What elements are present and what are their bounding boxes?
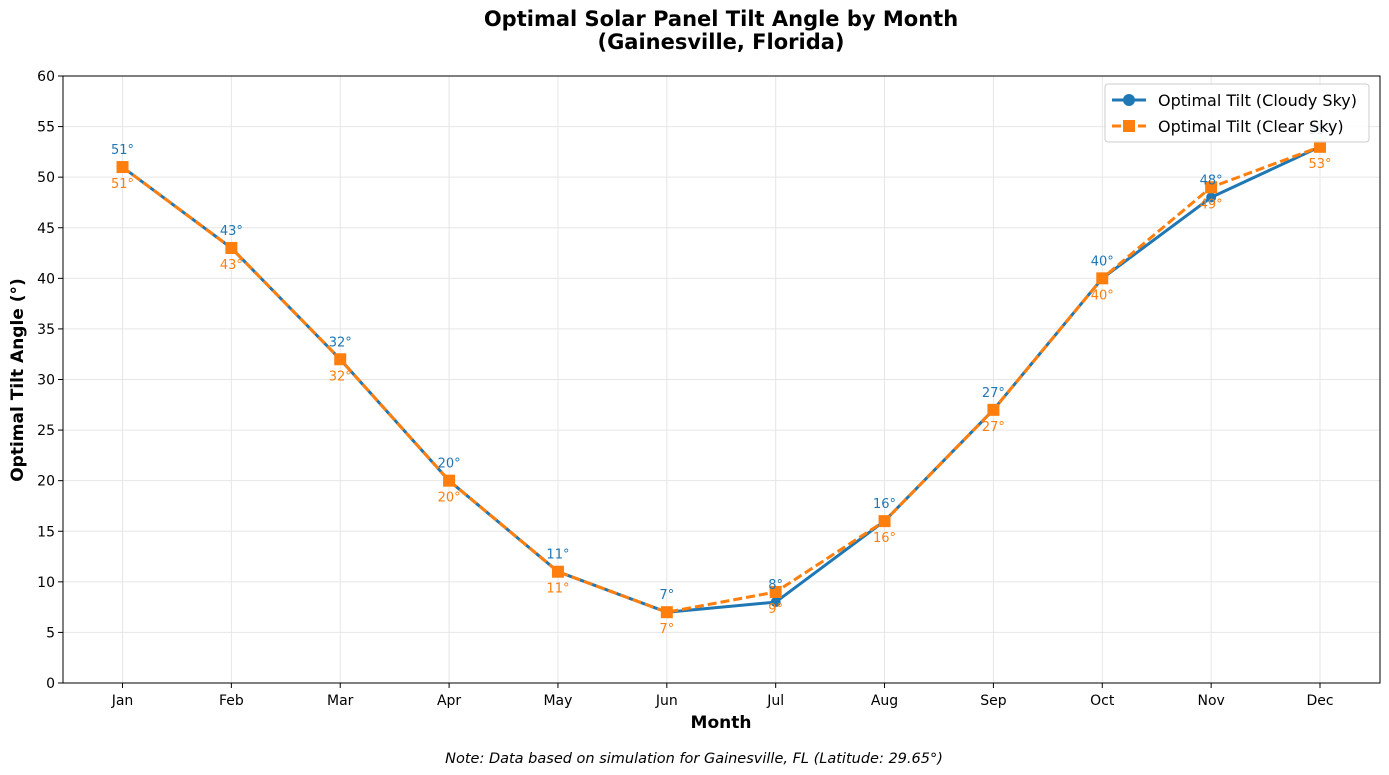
data-label-cloudy: 48° [1200,173,1223,188]
data-label-cloudy: 27° [982,386,1005,401]
data-point-clear [1314,140,1326,153]
data-label-clear: 9° [768,602,783,617]
y-tick-label: 15 [37,524,55,540]
chart-title-line1: Optimal Solar Panel Tilt Angle by Month [484,7,958,31]
x-tick-label: Jul [766,693,784,709]
y-tick-label: 20 [37,474,55,490]
x-tick-label: Sep [980,693,1007,709]
footnote: Note: Data based on simulation for Gaine… [445,751,943,767]
data-point-clear [1205,181,1218,194]
plot-frame [62,75,1381,684]
data-label-clear: 11° [546,582,569,597]
x-tick-label: Jan [111,693,134,709]
x-axis-ticks: Jan Feb Mar Apr May Jun Jul Aug Sep Oct Nov Dec [111,683,1334,709]
data-label-cloudy: 51° [111,143,134,158]
x-tick-label: Aug [871,693,898,709]
y-tick-label: 40 [37,271,55,287]
y-tick-label: 55 [37,120,55,136]
y-tick-label: 45 [37,221,55,237]
data-label-cloudy: 16° [873,497,896,512]
y-axis-label: Optimal Tilt Angle (°) [8,278,28,482]
data-point-cloudy [1206,192,1217,203]
x-axis-label: Month [691,713,752,733]
data-point-clear [769,585,782,598]
data-point-cloudy [770,597,781,608]
data-label-clear: 7° [659,622,674,637]
data-label-cloudy: 32° [329,335,352,350]
data-label-clear: 49° [1200,197,1223,212]
data-label-clear: 53° [1308,157,1331,172]
data-label-cloudy: 8° [768,578,783,593]
y-tick-label: 25 [37,423,55,439]
y-tick-label: 50 [37,170,55,186]
chart-title-line2: (Gainesville, Florida) [597,30,844,54]
y-axis-ticks: 0 5 10 15 20 25 30 35 40 45 50 55 60 [37,69,63,692]
legend-clear-marker [1123,120,1135,132]
x-tick-label: May [543,693,572,709]
data-point-clear [116,161,129,174]
y-tick-label: 60 [37,69,55,85]
data-label-clear: 27° [982,420,1005,435]
y-tick-label: 10 [37,575,55,591]
data-label-clear: 43° [220,258,243,273]
legend-clear-label: Optimal Tilt (Clear Sky) [1158,117,1344,136]
y-tick-label: 30 [37,373,55,389]
y-tick-label: 35 [37,322,55,338]
x-tick-label: Nov [1197,693,1224,709]
legend-box [1104,83,1370,143]
legend-cloudy-label: Optimal Tilt (Cloudy Sky) [1158,91,1357,110]
series-lines [116,140,1326,619]
x-tick-label: Feb [219,693,244,709]
data-label-cloudy: 40° [1091,254,1114,269]
data-label-clear: 40° [1091,288,1114,303]
data-point-clear [878,515,891,528]
y-tick-label: 5 [46,625,55,641]
x-tick-label: Dec [1306,693,1333,709]
data-label-cloudy: 7° [659,588,674,603]
data-label-cloudy: 11° [546,548,569,563]
data-label-clear: 32° [329,369,352,384]
legend: Optimal Tilt (Cloudy Sky) Optimal Tilt (… [1104,83,1370,143]
data-label-clear: 51° [111,177,134,192]
data-label-cloudy: 20° [438,457,461,472]
x-tick-label: Apr [437,693,461,709]
x-tick-label: Oct [1090,693,1115,709]
data-point-clear [334,353,347,366]
data-label-cloudy: 43° [220,224,243,239]
x-tick-label: Jun [655,693,678,709]
data-point-clear [660,606,673,619]
series-line-clear [121,145,1321,614]
data-label-clear: 20° [438,491,461,506]
data-point-clear [443,474,456,487]
data-point-clear [225,241,238,254]
y-tick-label: 0 [46,676,55,692]
data-point-clear [987,403,1000,416]
data-point-clear [1096,272,1109,285]
grid-lines [63,75,1380,684]
legend-cloudy-marker [1123,94,1135,106]
data-label-clear: 16° [873,531,896,546]
x-tick-label: Mar [327,693,354,709]
data-labels: 51° 43° 32° 20° 11° 7° 8° 16° 27° 40° 48° 53° 51° 43°… [111,123,1332,637]
data-point-clear [551,565,564,578]
